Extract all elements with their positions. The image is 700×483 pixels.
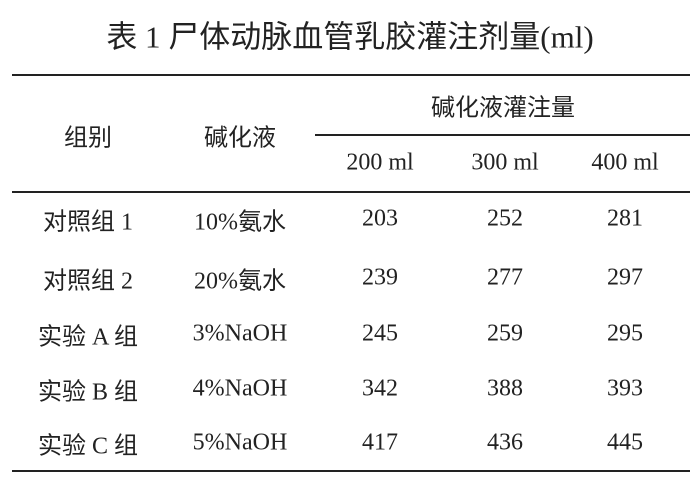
header-cell: 碱化液灌注量 (431, 95, 575, 122)
table-cell: 295 (607, 320, 643, 347)
table-cell: 297 (607, 264, 643, 291)
table-cell: 实验 C 组 (37, 433, 139, 460)
table-cell: 3%NaOH (192, 320, 288, 347)
table-cell: 417 (362, 429, 398, 456)
header-cell: 组别 (64, 125, 112, 152)
table-cell: 445 (607, 429, 643, 456)
table-cell: 252 (487, 205, 523, 232)
table-cell: 277 (487, 264, 523, 291)
header-rule (12, 191, 690, 193)
sub-rule (315, 134, 690, 136)
header-cell: 300 ml (471, 149, 539, 176)
bottom-rule (12, 470, 690, 472)
top-rule (12, 74, 690, 76)
table-title: 表 1 尸体动脉血管乳胶灌注剂量(ml) (106, 19, 594, 55)
table-cell: 10%氨水 (194, 209, 286, 236)
table-cell: 245 (362, 320, 398, 347)
table-cell: 281 (607, 205, 643, 232)
table-cell: 实验 B 组 (37, 379, 139, 406)
table-cell: 259 (487, 320, 523, 347)
header-cell: 碱化液 (204, 125, 276, 152)
table-cell: 对照组 2 (43, 268, 133, 295)
table-cell: 239 (362, 264, 398, 291)
table-cell: 20%氨水 (194, 268, 286, 295)
table-cell: 4%NaOH (192, 375, 288, 402)
table-cell: 5%NaOH (192, 429, 288, 456)
table-cell: 实验 A 组 (37, 324, 139, 351)
table-cell: 393 (607, 375, 643, 402)
header-cell: 200 ml (346, 149, 414, 176)
table-cell: 388 (487, 375, 523, 402)
header-cell: 400 ml (591, 149, 659, 176)
table-cell: 对照组 1 (43, 209, 133, 236)
table-cell: 203 (362, 205, 398, 232)
table-cell: 342 (362, 375, 398, 402)
table-cell: 436 (487, 429, 523, 456)
